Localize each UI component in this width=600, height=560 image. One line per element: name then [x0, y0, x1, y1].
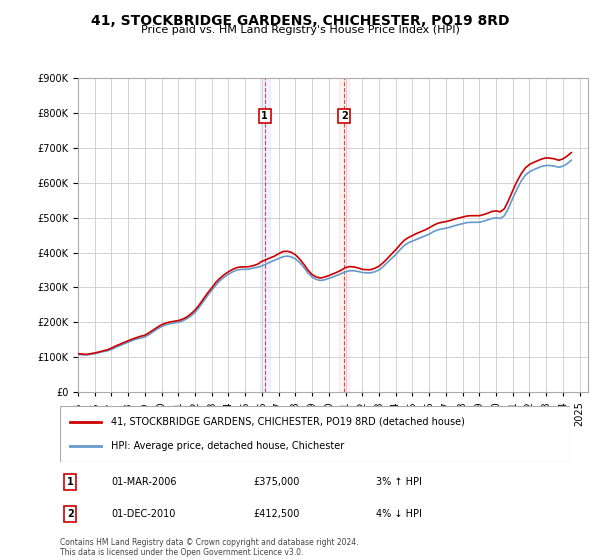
Text: £375,000: £375,000 [254, 477, 300, 487]
Text: 2: 2 [341, 111, 347, 121]
Text: 2: 2 [67, 509, 74, 519]
Text: Contains HM Land Registry data © Crown copyright and database right 2024.
This d: Contains HM Land Registry data © Crown c… [60, 538, 359, 557]
Text: £412,500: £412,500 [254, 509, 300, 519]
Text: Price paid vs. HM Land Registry's House Price Index (HPI): Price paid vs. HM Land Registry's House … [140, 25, 460, 35]
Text: 4% ↓ HPI: 4% ↓ HPI [376, 509, 422, 519]
Text: 1: 1 [262, 111, 268, 121]
Bar [339, 78, 349, 392]
Text: 1: 1 [67, 477, 74, 487]
Text: 41, STOCKBRIDGE GARDENS, CHICHESTER, PO19 8RD: 41, STOCKBRIDGE GARDENS, CHICHESTER, PO1… [91, 14, 509, 28]
Text: HPI: Average price, detached house, Chichester: HPI: Average price, detached house, Chic… [111, 441, 344, 451]
FancyBboxPatch shape [60, 406, 570, 462]
Text: 41, STOCKBRIDGE GARDENS, CHICHESTER, PO19 8RD (detached house): 41, STOCKBRIDGE GARDENS, CHICHESTER, PO1… [111, 417, 465, 427]
Bar [260, 78, 270, 392]
Text: 01-MAR-2006: 01-MAR-2006 [111, 477, 176, 487]
Text: 01-DEC-2010: 01-DEC-2010 [111, 509, 175, 519]
Text: 3% ↑ HPI: 3% ↑ HPI [376, 477, 422, 487]
